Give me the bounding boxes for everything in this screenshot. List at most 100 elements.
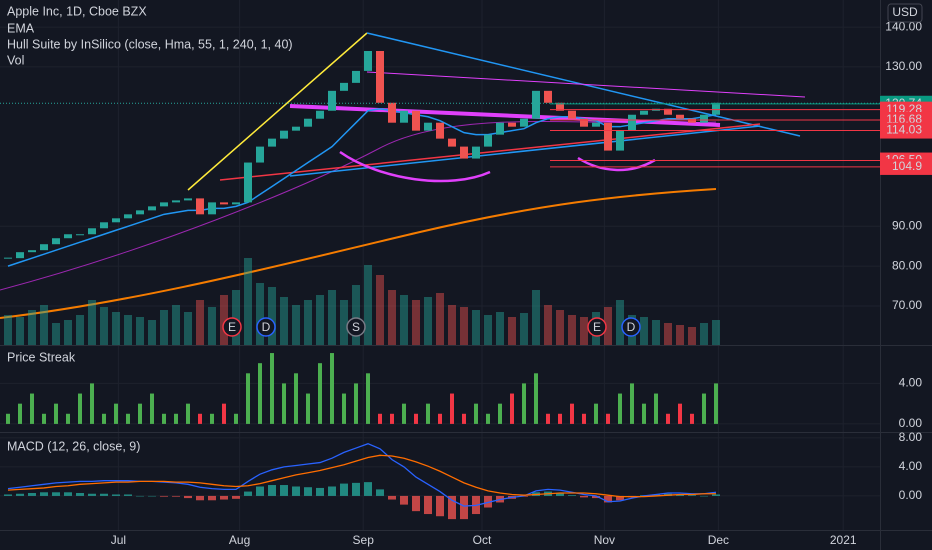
volume-bar — [508, 317, 516, 345]
macd-histogram-bar — [16, 493, 24, 496]
volume-bar — [28, 310, 36, 345]
candle — [76, 234, 84, 236]
volume-bar — [400, 295, 408, 345]
candle — [592, 122, 600, 127]
streak-bar — [126, 413, 130, 424]
event-label: E — [228, 320, 236, 334]
streak-bar — [498, 403, 502, 424]
candle — [328, 90, 336, 111]
candle — [604, 122, 612, 151]
candle — [580, 118, 588, 127]
candle — [376, 50, 384, 103]
volume-bar — [388, 290, 396, 345]
streak-bar — [402, 403, 406, 424]
macd-histogram-bar — [112, 494, 120, 496]
macd-histogram-bar — [184, 495, 192, 499]
streak-bar — [450, 393, 454, 424]
streak-bar — [570, 403, 574, 424]
candle — [88, 228, 96, 235]
candle — [172, 200, 180, 203]
currency-box[interactable] — [887, 3, 923, 23]
volume-bar — [40, 305, 48, 345]
symbol-title: Apple Inc, 1D, Cboe BZX — [7, 4, 147, 18]
streak-bar — [558, 413, 562, 424]
candle — [196, 198, 204, 215]
macd-histogram-bar — [172, 495, 180, 497]
candle — [364, 50, 372, 71]
volume-bar — [52, 323, 60, 345]
candle — [148, 206, 156, 211]
volume-bar — [160, 310, 168, 345]
event-label: E — [593, 320, 601, 334]
streak-bar — [6, 413, 10, 424]
x-tick-label: Sep — [353, 533, 375, 547]
y-tick-label: 130.00 — [885, 59, 922, 73]
y-tick-label: 8.00 — [899, 430, 923, 444]
streak-bar — [702, 393, 706, 424]
price-tag-label: 114.03 — [886, 123, 922, 137]
trend-line — [219, 123, 761, 181]
ema-line — [7, 107, 717, 267]
volume-bar — [172, 305, 180, 345]
volume-bar — [352, 285, 360, 345]
candle — [640, 110, 648, 115]
candle — [232, 202, 240, 205]
event-marker — [621, 317, 641, 337]
currency[interactable]: USD — [892, 5, 918, 19]
macd-histogram-bar — [676, 494, 684, 496]
volume-bar — [556, 310, 564, 345]
ema-long — [0, 188, 717, 319]
macd-histogram-bar — [484, 495, 492, 508]
volume-bar — [340, 300, 348, 345]
volume-bar — [268, 287, 276, 345]
y-tick-label: 140.00 — [885, 19, 922, 33]
volume-bar — [412, 300, 420, 345]
macd-histogram-bar — [28, 493, 36, 496]
streak-bar — [162, 413, 166, 424]
streak-bar — [54, 403, 58, 424]
arc — [577, 156, 656, 172]
macd-histogram-bar — [400, 495, 408, 505]
streak-bar — [630, 383, 634, 424]
candle — [112, 218, 120, 223]
streak-bar — [294, 373, 298, 424]
event-label: S — [352, 320, 360, 334]
volume-bar — [616, 300, 624, 345]
macd-line — [7, 443, 717, 507]
indicator-name: Vol — [7, 53, 24, 67]
volume-bar — [88, 300, 96, 345]
streak-bar — [582, 413, 586, 424]
macd-histogram-bar — [592, 495, 600, 499]
macd-histogram-bar — [244, 491, 252, 496]
streak-bar — [186, 403, 190, 424]
streak-bar — [210, 413, 214, 424]
candle — [520, 118, 528, 127]
price-tag — [880, 122, 932, 139]
candle — [208, 202, 216, 215]
macd-histogram-bar — [388, 495, 396, 500]
streak-bar — [66, 413, 70, 424]
candle — [508, 122, 516, 127]
volume-bar — [604, 307, 612, 345]
macd-histogram-bar — [292, 486, 300, 496]
streak-bar — [342, 393, 346, 424]
volume-bar — [484, 315, 492, 345]
candle — [160, 202, 168, 207]
macd-histogram-bar — [256, 486, 264, 496]
macd-histogram-bar — [160, 495, 168, 497]
streak-bar — [318, 363, 322, 424]
macd-histogram-bar — [424, 495, 432, 515]
candle — [496, 122, 504, 135]
streak-bar — [510, 393, 514, 424]
volume-bar — [4, 315, 12, 345]
candle — [64, 234, 72, 239]
candle — [544, 90, 552, 103]
candle — [352, 70, 360, 83]
drawings — [0, 32, 806, 319]
candle — [424, 122, 432, 131]
candle — [436, 122, 444, 139]
volume-bar — [712, 320, 720, 345]
price-tag-label: 104.9 — [892, 159, 922, 173]
streak-bar — [30, 393, 34, 424]
